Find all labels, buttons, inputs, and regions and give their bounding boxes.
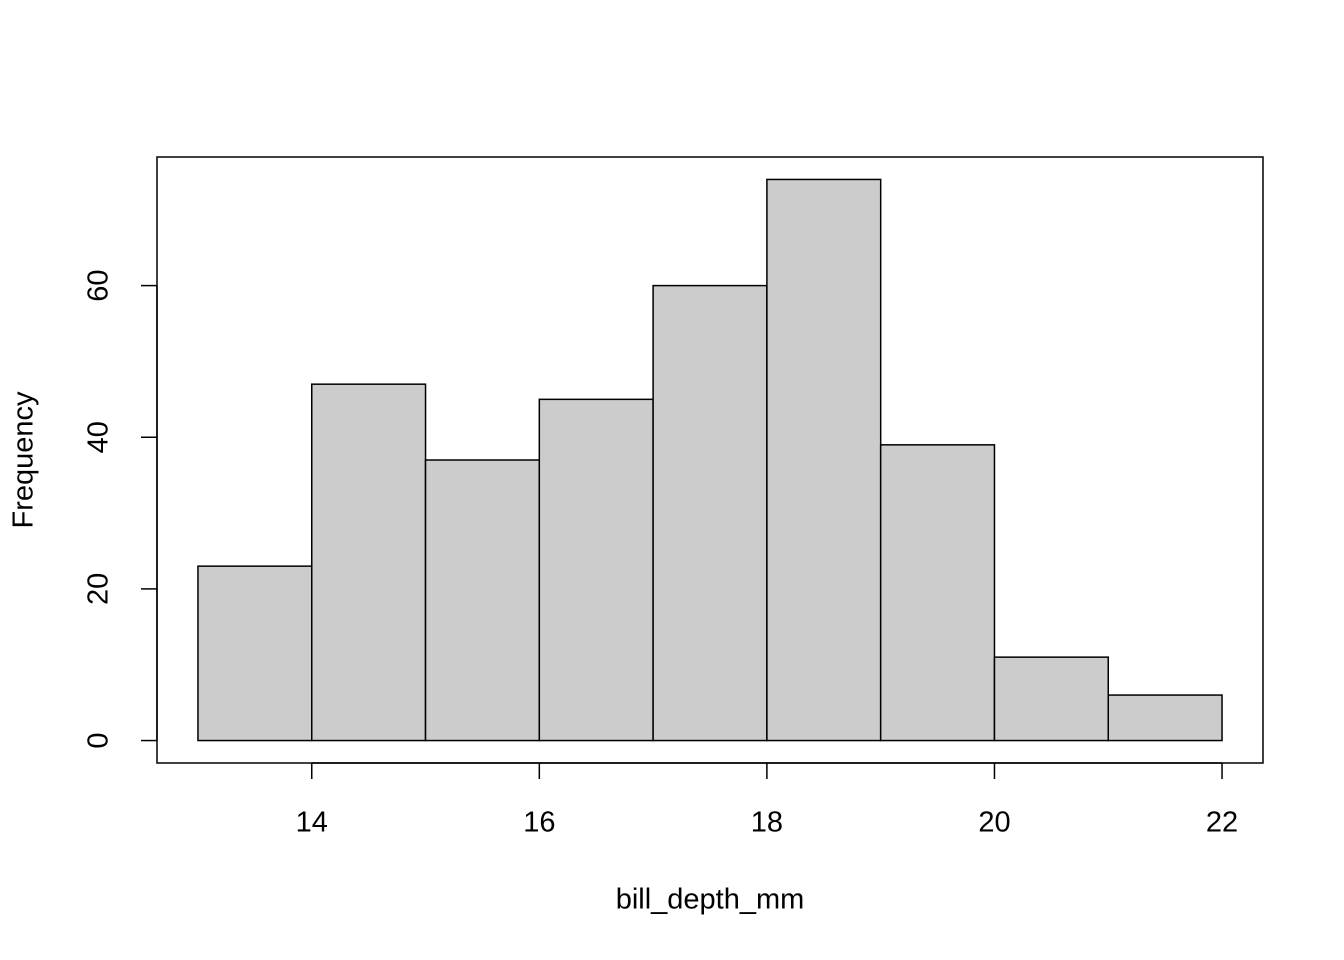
y-axis-label: Frequency (8, 391, 40, 529)
x-tick-label: 22 (1206, 807, 1238, 839)
bar (652, 284, 768, 742)
x-tick-label: 14 (296, 807, 328, 839)
x-tick-label: 18 (751, 807, 783, 839)
bar (197, 565, 313, 742)
y-tick-label: 0 (83, 732, 115, 748)
y-tick-label: 40 (83, 421, 115, 453)
bar (879, 444, 996, 742)
bar (310, 383, 427, 742)
x-tick-label: 20 (978, 807, 1010, 839)
x-axis-label: bill_depth_mm (616, 884, 805, 916)
y-tick-label: 60 (83, 269, 115, 301)
bar (766, 178, 882, 742)
bar (424, 459, 541, 742)
bar (538, 398, 654, 742)
x-tick-label: 16 (523, 807, 555, 839)
bar (993, 656, 1110, 742)
bar (1107, 694, 1223, 742)
y-tick-label: 20 (83, 573, 115, 605)
